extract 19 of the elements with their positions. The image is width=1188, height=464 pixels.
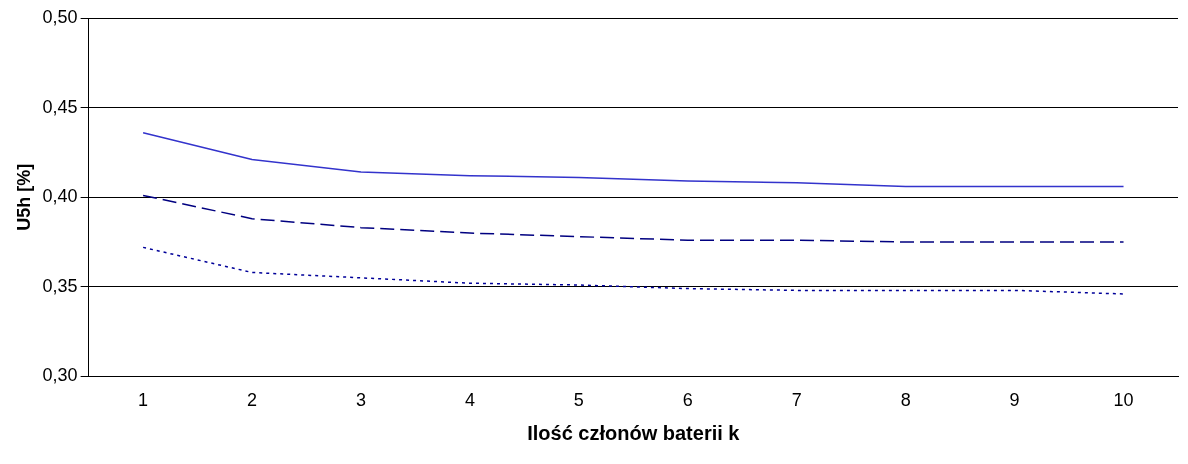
x-axis-title: Ilość członów baterii k [527, 421, 741, 444]
x-tick-label: 10 [1113, 390, 1134, 411]
y-tick-label: 0,40 [42, 186, 78, 207]
line-series [142, 246, 1125, 295]
line-series [142, 194, 1125, 243]
y-tick-label: 0,30 [42, 365, 78, 386]
x-tick-label: 2 [247, 390, 258, 411]
y-tick-label: 0,45 [42, 96, 78, 117]
x-tick-label: 3 [355, 390, 366, 411]
x-tick-label: 8 [900, 390, 911, 411]
x-tick-label: 4 [464, 390, 475, 411]
x-tick-label: 7 [791, 390, 802, 411]
y-tick-label: 0,50 [42, 6, 78, 27]
x-tick-label: 1 [138, 390, 149, 411]
y-tick-label: 0,35 [42, 275, 78, 296]
x-tick-label: 6 [682, 390, 693, 411]
x-tick-label: 9 [1009, 390, 1020, 411]
y-axis-title: U5h [%] [13, 163, 34, 231]
x-tick-label: 5 [573, 390, 584, 411]
